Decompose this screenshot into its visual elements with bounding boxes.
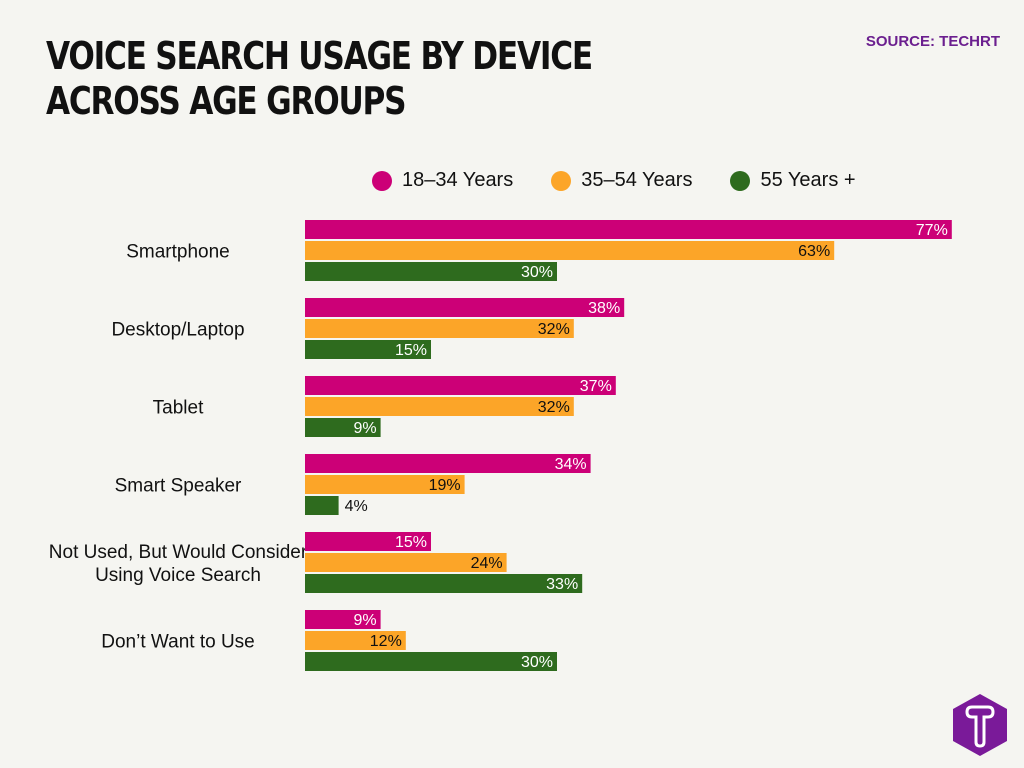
bar: [305, 610, 381, 629]
data-label: 30%: [521, 654, 553, 671]
bar: [305, 418, 381, 437]
data-label: 12%: [370, 633, 402, 650]
bar: [305, 652, 557, 671]
bar: [305, 397, 574, 416]
data-label: 63%: [798, 243, 830, 260]
category-label: Tablet: [153, 398, 204, 419]
bar: [305, 631, 406, 650]
legend: 18–34 Years 35–54 Years 55 Years +: [372, 169, 894, 192]
bar: [305, 298, 625, 317]
data-label: 24%: [471, 555, 503, 572]
data-label: 32%: [538, 321, 570, 338]
bar: [305, 553, 507, 572]
data-label: 33%: [546, 576, 578, 593]
source-label: SOURCE: TECHRT: [865, 33, 1000, 50]
data-label: 19%: [429, 477, 461, 494]
chart-title: Voice Search Usage by Device Across Age …: [46, 34, 593, 123]
bar: [305, 532, 431, 551]
bar: [305, 262, 557, 281]
data-label: 38%: [588, 300, 620, 317]
bar: [305, 241, 835, 260]
legend-item-35-54: 35–54 Years: [551, 169, 692, 192]
data-label: 34%: [555, 456, 587, 473]
category-label: Not Used, But Would Consider: [49, 542, 308, 563]
data-label: 15%: [395, 534, 427, 551]
legend-swatch: [551, 170, 572, 191]
bar: [305, 319, 574, 338]
data-label: 37%: [580, 378, 612, 395]
legend-swatch: [730, 170, 751, 191]
legend-label: 55 Years +: [760, 169, 856, 191]
bar: [305, 475, 465, 494]
category-label: Desktop/Laptop: [111, 320, 244, 341]
legend-item-18-34: 18–34 Years: [372, 169, 513, 192]
data-label: 32%: [538, 399, 570, 416]
data-label: 9%: [353, 612, 376, 629]
data-label: 9%: [353, 420, 376, 437]
bar: [305, 376, 616, 395]
bar: [305, 454, 591, 473]
bar: [305, 496, 339, 515]
category-label: Smart Speaker: [115, 476, 242, 497]
category-label: Smartphone: [126, 242, 230, 263]
category-label: Don’t Want to Use: [101, 632, 254, 653]
legend-label: 35–54 Years: [581, 169, 693, 191]
techrt-logo-icon: [953, 694, 1007, 756]
legend-label: 18–34 Years: [402, 169, 514, 191]
category-label: Using Voice Search: [95, 565, 261, 586]
data-label: 30%: [521, 264, 553, 281]
legend-item-55-plus: 55 Years +: [730, 169, 856, 192]
data-label: 15%: [395, 342, 427, 359]
data-label: 4%: [345, 498, 368, 515]
legend-swatch: [372, 170, 392, 191]
bar: [305, 340, 431, 359]
data-label: 77%: [916, 222, 948, 239]
bar: [305, 574, 583, 593]
bar: [305, 220, 952, 239]
